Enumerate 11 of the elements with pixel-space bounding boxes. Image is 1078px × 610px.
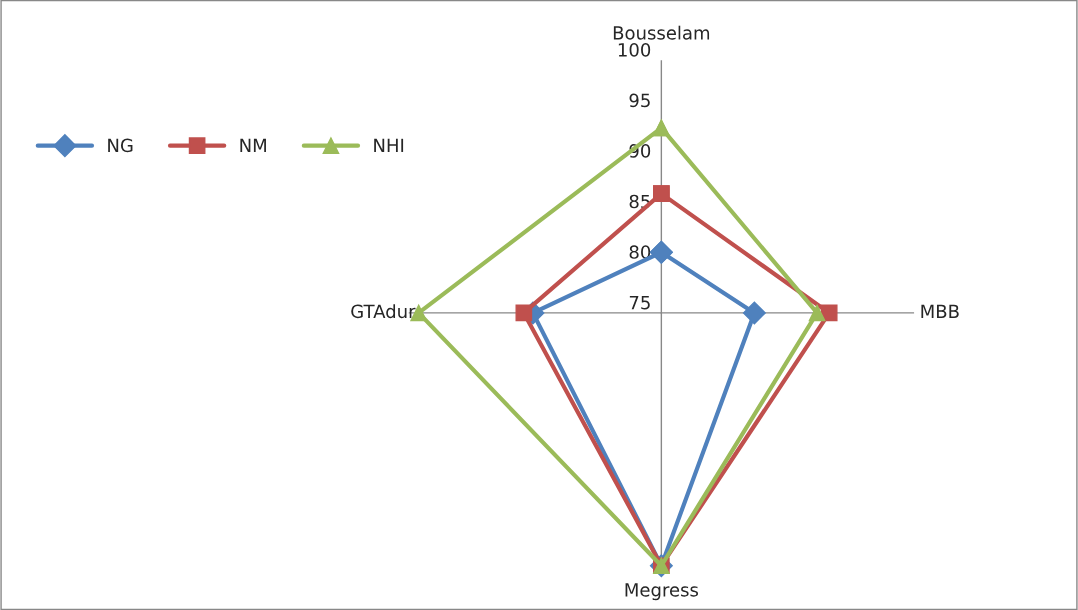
y-tick-label: 95	[629, 93, 650, 108]
spoke-label: MBB	[921, 304, 959, 318]
y-tick-label: 80	[629, 245, 651, 259]
legend-label: NHI	[374, 138, 404, 152]
spoke-label: GTAdur	[351, 304, 416, 319]
legend-label: NM	[240, 138, 266, 152]
spoke-label: Bousselam	[613, 25, 710, 40]
y-tick-label: 75	[629, 296, 650, 310]
y-tick-label: 100	[618, 42, 651, 57]
spoke-label: Megress	[625, 583, 699, 601]
legend-label: NG	[108, 138, 133, 153]
